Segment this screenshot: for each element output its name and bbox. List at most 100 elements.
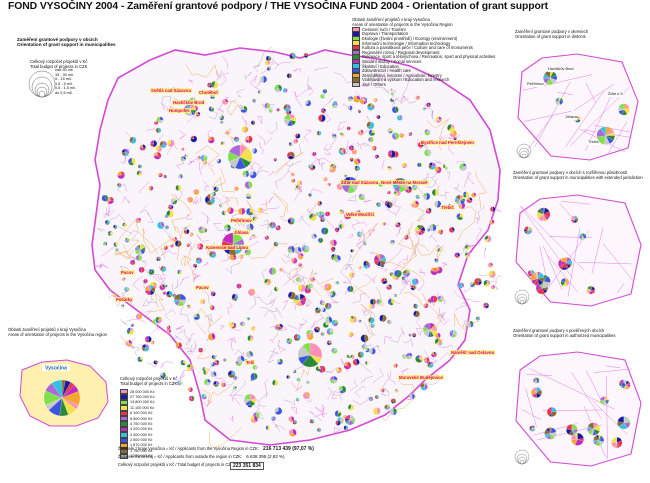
municipality-pie (301, 245, 310, 253)
boundary-line (305, 299, 313, 307)
inset-boundary (585, 82, 596, 103)
boundary-line (405, 277, 414, 287)
municipality-pie (370, 298, 376, 305)
category-legend: Oblasti zaměření projektů v kraji Vysoči… (352, 17, 495, 88)
boundary-line (423, 378, 440, 385)
pie-slice (348, 404, 352, 410)
inset-authorized-title-en: Orientation of grant support in authoriz… (513, 333, 616, 338)
pie-slice (213, 186, 217, 191)
region-amount: 13 800 000 Kč (130, 400, 155, 405)
boundary-line (303, 129, 312, 143)
pie-slice (286, 375, 289, 379)
pie-slice (288, 217, 292, 222)
pie-slice (265, 425, 268, 430)
boundary-line (351, 222, 360, 231)
boundary-line (478, 205, 485, 219)
boundary-line (439, 344, 453, 349)
boundary-line (314, 66, 329, 71)
pie-slice (264, 102, 268, 109)
size-class: nad 30 mil. (55, 68, 74, 72)
region-amount-swatch (120, 389, 128, 395)
boundary-line (193, 273, 201, 282)
region-amount-row: 1 250 000 Kč (120, 453, 155, 460)
municipality-pie (434, 338, 442, 346)
municipality-pie (387, 298, 395, 306)
inset-orp-map (515, 194, 642, 307)
pie-slice (202, 367, 205, 370)
municipality-pie (295, 133, 301, 139)
boundary-line (204, 313, 213, 322)
municipality-pie (186, 364, 194, 372)
boundary-line (237, 213, 255, 228)
boundary-line (150, 274, 165, 280)
town-pie (134, 244, 146, 256)
municipality-pie (393, 363, 398, 368)
municipality-pie (396, 115, 403, 121)
boundary-line (122, 291, 136, 307)
pie-slice (173, 293, 175, 297)
region-amount-row: 11 100 000 Kč (120, 405, 155, 411)
municipality-pie (193, 313, 200, 320)
pie-slice (411, 278, 418, 286)
region-amount-row: 1 750 000 Kč (120, 448, 155, 454)
municipality-pie (401, 276, 406, 281)
pie-slice (331, 319, 336, 326)
municipality-pie (184, 227, 188, 231)
boundary-line (441, 261, 448, 268)
pie-slice (529, 269, 532, 274)
municipality-pie (466, 197, 473, 204)
pie-slice (463, 191, 467, 195)
pie-slice (107, 230, 111, 234)
municipality-pie (412, 184, 418, 191)
municipality-pie (228, 321, 235, 328)
pie-slice (343, 361, 348, 366)
boundary-line (360, 79, 375, 87)
municipality-pie (292, 369, 297, 374)
municipality-pie (303, 52, 309, 58)
size-legend-classes: nad 30 mil. 15 - 30 mil. 5 - 15 mil. 1,5… (55, 68, 76, 96)
region-inset-map[interactable]: Vysočina (12, 354, 116, 432)
district-label: Žďár n.S. (608, 92, 624, 97)
pie-slice (387, 150, 392, 155)
pie-slice (167, 139, 175, 147)
municipality-pie (308, 164, 313, 169)
municipality-pie (238, 254, 244, 259)
pie-slice (204, 378, 208, 386)
inset-pie (547, 407, 557, 417)
boundary-line (186, 214, 193, 220)
town-label: Počátky (115, 297, 134, 302)
pie-slice (428, 223, 434, 232)
municipality-pie (454, 252, 460, 258)
municipality-pie (347, 105, 353, 111)
boundary-line (229, 415, 234, 423)
boundary-line (249, 75, 257, 88)
pie-slice (193, 313, 197, 318)
boundary-line (475, 216, 481, 224)
inset-authorized-title-cz: Zaměření grantové podpory v pověřených o… (513, 328, 605, 333)
pie-slice (141, 344, 146, 348)
municipality-pie (113, 242, 118, 247)
pie-slice (371, 145, 375, 151)
municipality-pie (250, 372, 258, 380)
pie-slice (423, 322, 431, 331)
pie-slice (364, 361, 367, 364)
pie-slice (334, 227, 338, 232)
municipality-pie (390, 398, 396, 404)
municipality-pie (210, 291, 216, 297)
municipality-pie (210, 371, 217, 378)
road (211, 168, 235, 193)
pie-slice (416, 355, 420, 360)
municipality-pie (289, 52, 296, 60)
pie-slice (252, 234, 255, 237)
boundary-line (232, 227, 241, 231)
municipality-pie (213, 186, 219, 192)
municipality-pie (233, 186, 239, 191)
pie-slice (102, 241, 106, 246)
pie-slice (177, 382, 180, 386)
pie-slice (395, 269, 402, 278)
pie-slice (286, 338, 290, 342)
boundary-line (229, 337, 236, 344)
municipality-pie (357, 351, 364, 358)
boundary-line (160, 360, 173, 368)
